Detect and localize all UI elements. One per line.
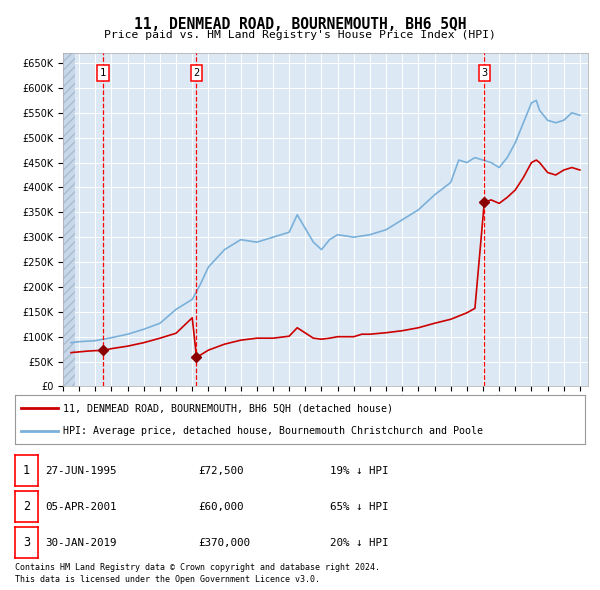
Text: 19% ↓ HPI: 19% ↓ HPI [330,466,389,476]
Text: 2: 2 [23,500,30,513]
Text: 3: 3 [23,536,30,549]
Text: 2: 2 [193,68,200,78]
Text: 65% ↓ HPI: 65% ↓ HPI [330,502,389,512]
Text: This data is licensed under the Open Government Licence v3.0.: This data is licensed under the Open Gov… [15,575,320,584]
Text: Price paid vs. HM Land Registry's House Price Index (HPI): Price paid vs. HM Land Registry's House … [104,30,496,40]
Text: 30-JAN-2019: 30-JAN-2019 [45,538,116,548]
Text: Contains HM Land Registry data © Crown copyright and database right 2024.: Contains HM Land Registry data © Crown c… [15,563,380,572]
Text: £370,000: £370,000 [198,538,250,548]
Text: HPI: Average price, detached house, Bournemouth Christchurch and Poole: HPI: Average price, detached house, Bour… [64,425,484,435]
Text: 3: 3 [481,68,487,78]
Text: 1: 1 [100,68,106,78]
Text: £72,500: £72,500 [198,466,244,476]
Text: 11, DENMEAD ROAD, BOURNEMOUTH, BH6 5QH (detached house): 11, DENMEAD ROAD, BOURNEMOUTH, BH6 5QH (… [64,404,394,414]
Text: 1: 1 [23,464,30,477]
Text: 05-APR-2001: 05-APR-2001 [45,502,116,512]
Text: 11, DENMEAD ROAD, BOURNEMOUTH, BH6 5QH: 11, DENMEAD ROAD, BOURNEMOUTH, BH6 5QH [134,17,466,31]
Text: 20% ↓ HPI: 20% ↓ HPI [330,538,389,548]
Text: £60,000: £60,000 [198,502,244,512]
Text: 27-JUN-1995: 27-JUN-1995 [45,466,116,476]
